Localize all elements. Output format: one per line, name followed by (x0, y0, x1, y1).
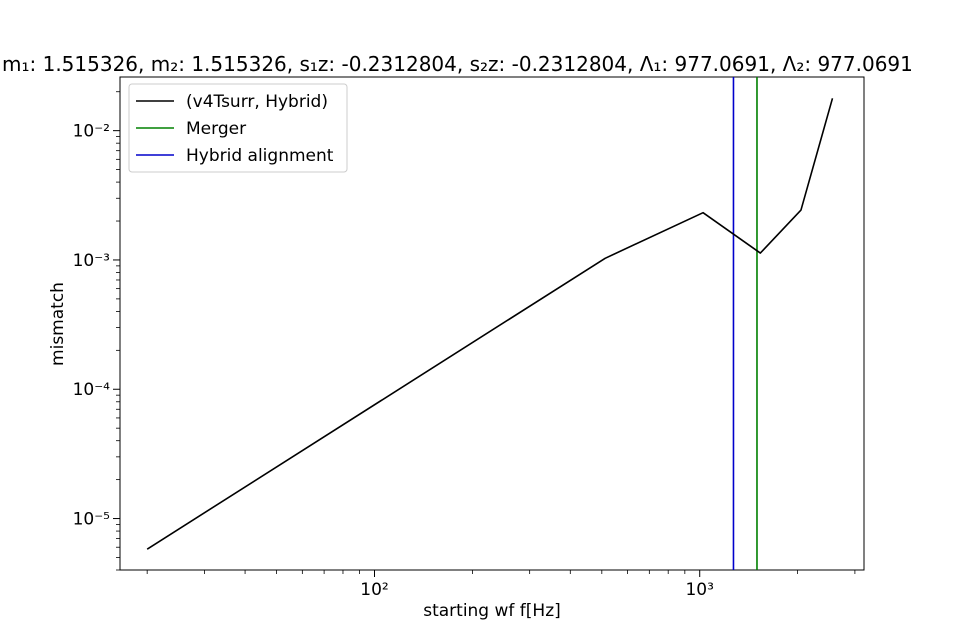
chart-title: m₁: 1.515326, m₂: 1.515326, s₁z: -0.2312… (2, 52, 913, 76)
series-line (146, 98, 834, 550)
x-axis-ticks: 10² 10³ (146, 570, 856, 600)
legend-label: Hybrid alignment (186, 146, 334, 166)
legend-label: (v4Tsurr, Hybrid) (186, 92, 328, 112)
plot-area (119, 76, 865, 571)
y-tick-label: 10⁻⁴ (73, 380, 111, 400)
legend-box (128, 83, 348, 173)
y-axis-label: mismatch (48, 282, 68, 366)
y-tick-label: 10⁻³ (73, 251, 110, 271)
y-axis-ticks: 10⁻⁵ 10⁻⁴ 10⁻³ 10⁻² (73, 91, 120, 571)
y-tick-label: 10⁻² (73, 122, 110, 142)
vertical-markers (732, 77, 758, 570)
series-lines (146, 98, 834, 550)
y-tick-label: 10⁻⁵ (73, 510, 110, 530)
x-tick-label: 10² (360, 580, 388, 600)
legend-label: Merger (186, 119, 246, 139)
x-axis-label: starting wf f[Hz] (423, 601, 561, 621)
legend: (v4Tsurr, Hybrid) Merger Hybrid alignment (128, 83, 348, 173)
x-tick-label: 10³ (685, 580, 713, 600)
